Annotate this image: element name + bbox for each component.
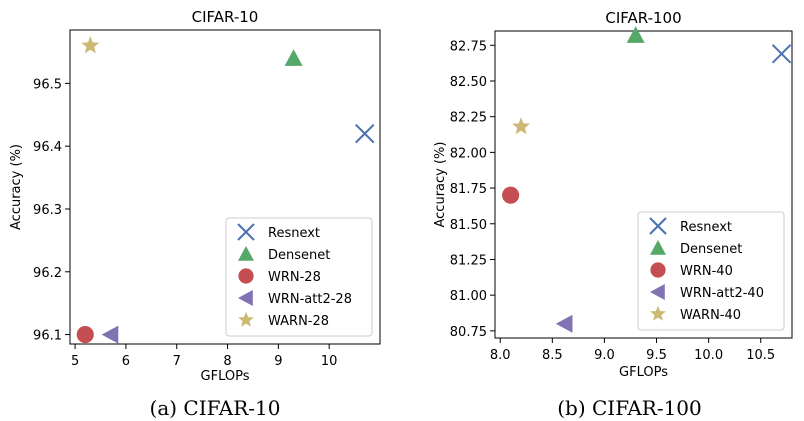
data-point bbox=[626, 26, 645, 43]
x-tick-label: 9.0 bbox=[594, 348, 615, 363]
data-point bbox=[555, 314, 573, 333]
y-tick-label: 81.75 bbox=[450, 182, 487, 197]
chart-2: CIFAR-100 8.0 8.5 9.0 9.5 10.0 10.5 80.75 81.00 8… bbox=[433, 9, 793, 420]
legend-label: WRN-40 bbox=[680, 264, 733, 279]
legend-marker bbox=[238, 268, 254, 284]
legend-marker bbox=[650, 284, 665, 300]
chart-title: CIFAR-100 bbox=[605, 9, 681, 27]
legend-label: WRN-28 bbox=[268, 270, 321, 285]
legend-box bbox=[225, 217, 373, 337]
x-tick-label: 8 bbox=[223, 354, 231, 369]
data-point bbox=[512, 117, 531, 135]
y-tick-label: 82.25 bbox=[450, 111, 487, 126]
legend-marker bbox=[238, 311, 254, 327]
data-point bbox=[101, 325, 119, 344]
x-tick-label: 8.0 bbox=[490, 348, 511, 363]
legend-label: Densenet bbox=[268, 248, 330, 263]
legend-label: WARN-28 bbox=[268, 314, 329, 329]
y-axis-label: Accuracy (%) bbox=[9, 144, 24, 230]
data-point bbox=[284, 49, 303, 66]
x-tick-label: 9 bbox=[274, 354, 282, 369]
y-tick-label: 96.2 bbox=[33, 266, 62, 281]
figure-caption: (b) CIFAR-100 bbox=[557, 396, 702, 420]
y-tick-label: 96.5 bbox=[33, 77, 62, 92]
legend-marker bbox=[238, 246, 254, 261]
x-tick-label: 10 bbox=[321, 354, 338, 369]
x-tick-label: 6 bbox=[122, 354, 130, 369]
x-tick-label: 10.0 bbox=[694, 348, 723, 363]
x-axis-label: GFLOPs bbox=[619, 365, 668, 380]
legend-label: WARN-40 bbox=[680, 308, 741, 323]
y-tick-label: 96.4 bbox=[33, 140, 62, 155]
x-tick-label: 5 bbox=[71, 354, 79, 369]
legend-marker bbox=[650, 262, 666, 278]
y-tick-label: 82.75 bbox=[450, 39, 487, 54]
legend: Resnext Densenet WRN-40 WRN-att2-40 WARN-40 bbox=[637, 211, 785, 331]
y-tick-label: 81.25 bbox=[450, 253, 487, 268]
legend: Resnext Densenet WRN-28 WRN-att2-28 WARN-28 bbox=[225, 217, 373, 337]
x-tick-label: 8.5 bbox=[542, 348, 563, 363]
y-tick-label: 96.3 bbox=[33, 203, 62, 218]
chart-1: CIFAR-10 5 6 7 8 9 10 96.1 96.2 96.3 96.4 96.5 GFLOP… bbox=[9, 8, 381, 420]
x-tick-label: 7 bbox=[173, 354, 181, 369]
figure-caption: (a) CIFAR-10 bbox=[150, 396, 281, 420]
y-tick-label: 82.50 bbox=[450, 75, 487, 90]
legend-marker bbox=[650, 240, 666, 255]
legend-marker bbox=[650, 305, 666, 321]
legend-marker bbox=[237, 223, 255, 241]
data-point bbox=[771, 44, 792, 64]
x-axis-label: GFLOPs bbox=[201, 369, 250, 384]
y-tick-label: 81.00 bbox=[450, 289, 487, 304]
y-tick-label: 96.1 bbox=[33, 329, 62, 344]
y-axis-label: Accuracy (%) bbox=[433, 142, 448, 228]
legend-label: WRN-att2-28 bbox=[268, 292, 352, 307]
data-point bbox=[76, 326, 94, 344]
legend-marker bbox=[649, 217, 667, 235]
legend-label: Resnext bbox=[268, 226, 320, 241]
y-tick-label: 82.00 bbox=[450, 146, 487, 161]
data-point bbox=[355, 123, 375, 144]
legend-label: WRN-att2-40 bbox=[680, 286, 764, 301]
y-tick-label: 80.75 bbox=[450, 325, 487, 340]
data-point bbox=[502, 186, 520, 204]
legend-label: Resnext bbox=[680, 220, 732, 235]
legend-marker bbox=[238, 290, 253, 306]
legend-box bbox=[637, 211, 785, 331]
x-tick-label: 10.5 bbox=[746, 348, 775, 363]
chart-title: CIFAR-10 bbox=[192, 8, 259, 26]
data-point bbox=[81, 36, 100, 54]
y-tick-label: 81.50 bbox=[450, 218, 487, 233]
legend-label: Densenet bbox=[680, 242, 742, 257]
x-tick-label: 9.5 bbox=[646, 348, 667, 363]
